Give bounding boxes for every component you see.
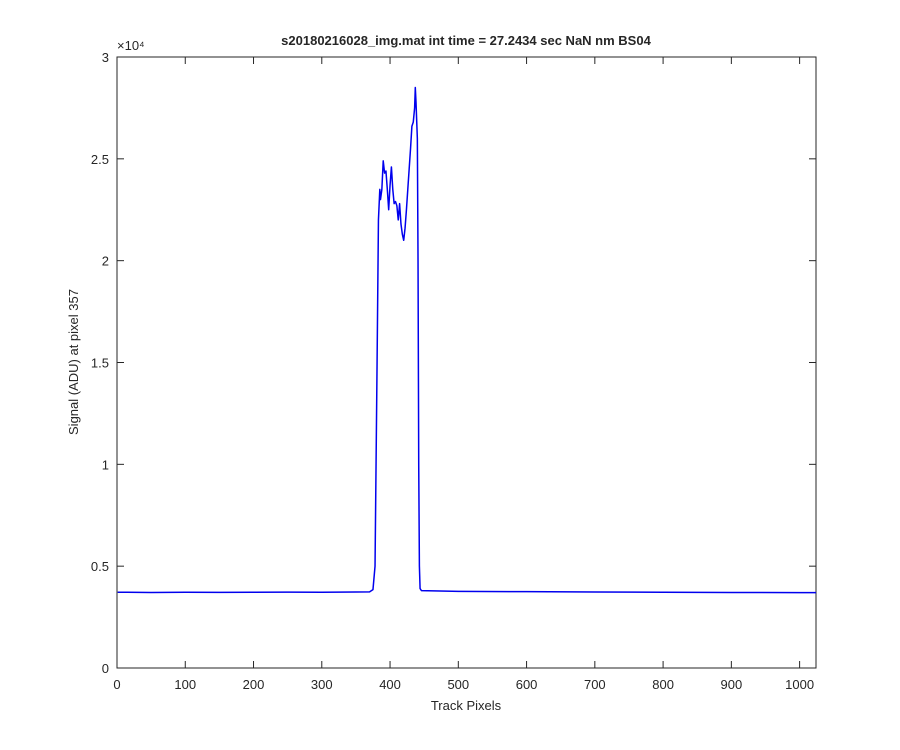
x-axis-label: Track Pixels — [431, 698, 502, 713]
x-tick-label: 400 — [379, 677, 401, 692]
x-tick-label: 100 — [174, 677, 196, 692]
x-tick-label: 900 — [721, 677, 743, 692]
y-tick-label: 0 — [102, 661, 109, 676]
y-tick-label: 1.5 — [91, 356, 109, 371]
chart-title: s20180216028_img.mat int time = 27.2434 … — [281, 33, 651, 48]
y-tick-label: 3 — [102, 50, 109, 65]
y-tick-label: 2.5 — [91, 152, 109, 167]
x-tick-label: 1000 — [785, 677, 814, 692]
y-tick-label: 2 — [102, 254, 109, 269]
plot-box — [116, 56, 817, 669]
y-multiplier: ×10⁴ — [117, 38, 145, 53]
x-tick-label: 200 — [243, 677, 265, 692]
y-tick-label: 1 — [102, 457, 109, 472]
y-tick-label: 0.5 — [91, 559, 109, 574]
data-line — [117, 86, 816, 594]
x-tick-label: 800 — [652, 677, 674, 692]
x-tick-label: 0 — [113, 677, 120, 692]
y-axis-label: Signal (ADU) at pixel 357 — [66, 289, 81, 435]
x-tick-label: 700 — [584, 677, 606, 692]
x-tick-label: 600 — [516, 677, 538, 692]
x-tick-label: 500 — [447, 677, 469, 692]
x-tick-label: 300 — [311, 677, 333, 692]
